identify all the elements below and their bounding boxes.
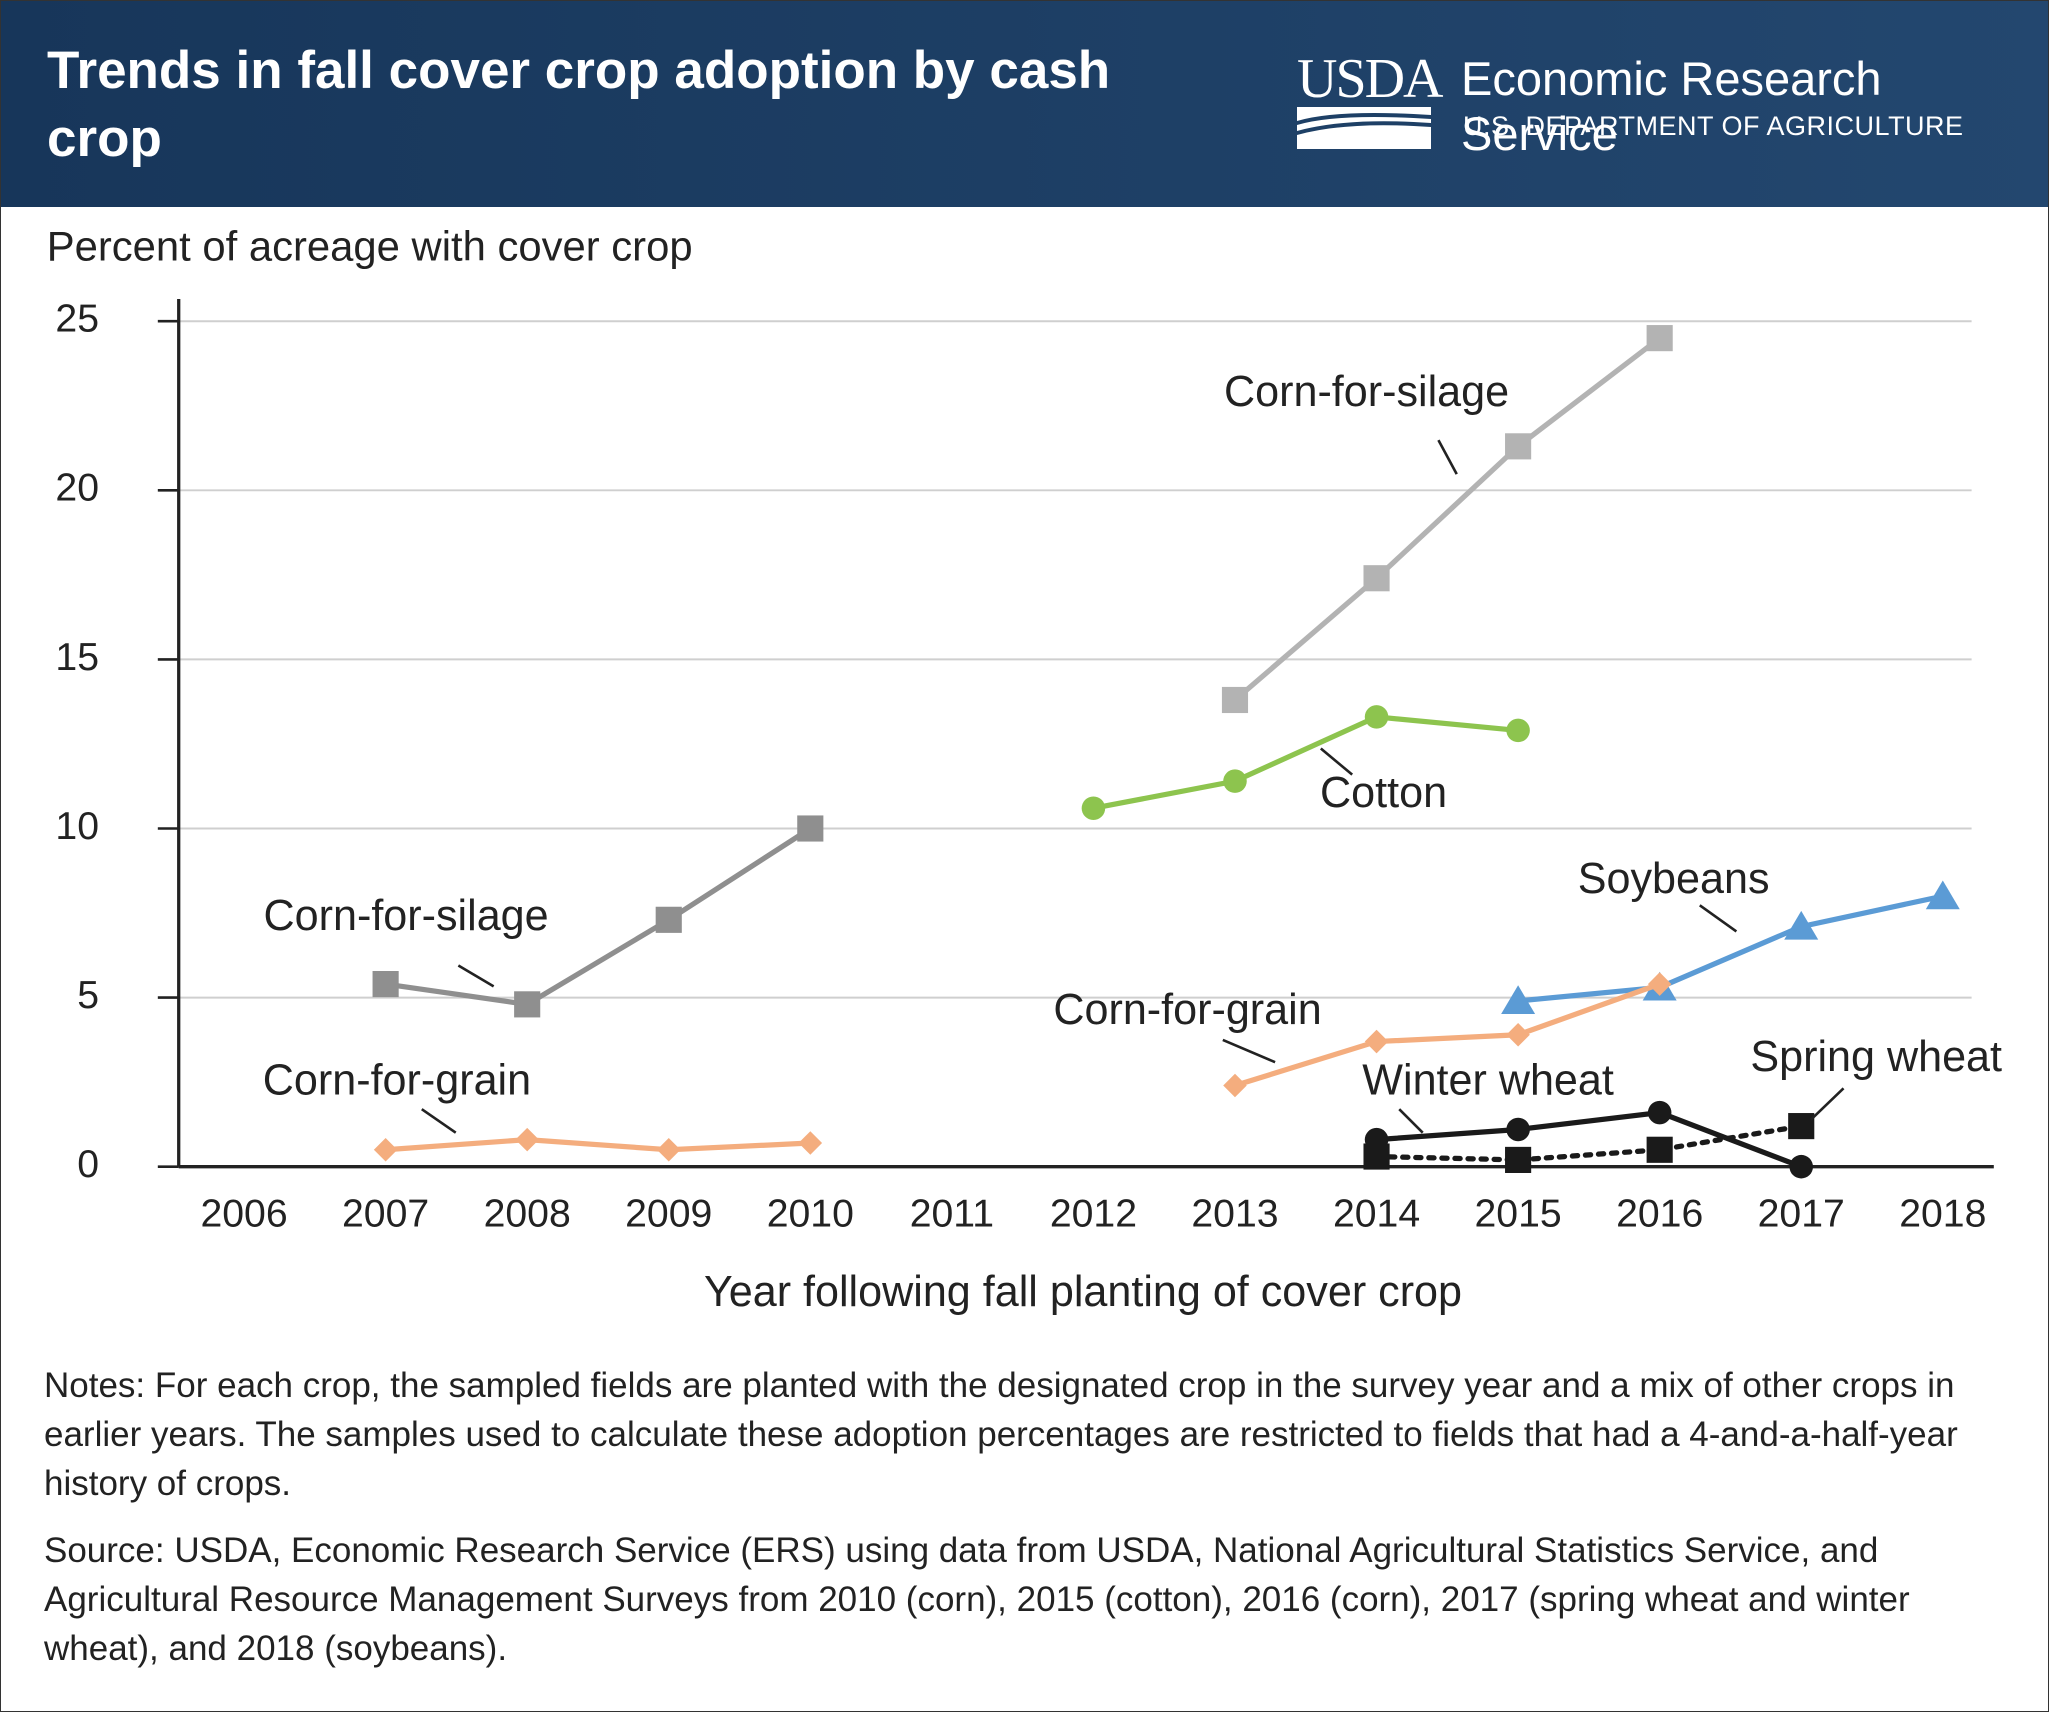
- marker: [1506, 718, 1530, 743]
- marker: [1646, 1136, 1673, 1163]
- x-tick-label: 2010: [767, 1193, 854, 1236]
- marker: [1364, 1029, 1389, 1054]
- marker: [1505, 1146, 1532, 1173]
- label-leader: [1222, 1038, 1276, 1064]
- series-line: [385, 826, 812, 1008]
- series-label: Corn-for-silage: [1224, 368, 1509, 416]
- marker: [1925, 880, 1960, 910]
- series-label: Corn-for-grain: [263, 1056, 531, 1104]
- x-tick-label: 2008: [484, 1193, 571, 1236]
- marker: [1223, 1073, 1247, 1098]
- x-tick-label: 2012: [1050, 1193, 1137, 1236]
- x-tick-label: 2016: [1616, 1193, 1703, 1236]
- logo-waves: [1297, 107, 1431, 149]
- marker: [1363, 565, 1390, 592]
- x-tick-label: 2011: [910, 1193, 994, 1236]
- marker: [1363, 1143, 1390, 1170]
- title: Trends in fall cover crop adoption by ca…: [47, 41, 1111, 168]
- marker: [1081, 796, 1106, 820]
- marker: [1506, 1023, 1530, 1047]
- logo: USDA: [1297, 48, 1443, 110]
- source: Source: USDA, Economic Research Service …: [44, 1531, 1910, 1668]
- marker: [1501, 985, 1536, 1015]
- y-axis-title: Percent of acreage with cover crop: [47, 222, 693, 269]
- marker: [1506, 1117, 1530, 1142]
- series-line: [1234, 981, 1661, 1089]
- marker: [373, 1138, 398, 1162]
- x-tick-label: 2015: [1475, 1193, 1562, 1236]
- series-label: Soybeans: [1578, 855, 1770, 903]
- marker: [1788, 1113, 1815, 1140]
- label-leader: [1398, 1108, 1424, 1134]
- series-line: [1517, 893, 1944, 1004]
- marker: [1364, 705, 1389, 729]
- marker: [1784, 910, 1819, 940]
- y-tick-label: 10: [55, 805, 99, 848]
- marker: [1223, 769, 1247, 793]
- marker: [1647, 1100, 1672, 1125]
- chart: Percent of acreage with cover crop Year …: [47, 222, 2002, 1316]
- series-label: Corn-for-grain: [1053, 986, 1321, 1034]
- series-line: [1092, 714, 1519, 811]
- x-tick-label: 2018: [1899, 1193, 1986, 1236]
- x-tick-label: 2013: [1191, 1193, 1278, 1236]
- marker: [514, 991, 541, 1018]
- department: U.S. DEPARTMENT OF AGRICULTURE: [1463, 111, 1964, 141]
- y-tick-label: 25: [55, 298, 99, 341]
- agency: Economic Research Service: [1461, 52, 1882, 160]
- x-tick-label: 2006: [200, 1193, 287, 1236]
- marker: [655, 906, 682, 933]
- marker: [515, 1127, 539, 1152]
- x-tick-label: 2017: [1758, 1193, 1845, 1236]
- marker: [372, 970, 399, 998]
- series-label: Cotton: [1320, 769, 1447, 817]
- marker: [798, 1131, 823, 1155]
- marker: [797, 815, 824, 842]
- marker: [1221, 686, 1249, 714]
- y-tick-label: 0: [77, 1143, 99, 1186]
- x-tick-label: 2007: [342, 1193, 429, 1236]
- label-leader: [1809, 1087, 1845, 1121]
- series-line: [1233, 336, 1662, 702]
- series-label: Winter wheat: [1362, 1056, 1614, 1104]
- marker: [1505, 433, 1532, 460]
- marker: [656, 1138, 681, 1162]
- label-leader: [421, 1108, 457, 1134]
- label-leader: [1437, 439, 1458, 475]
- series-label: Spring wheat: [1750, 1033, 2002, 1081]
- y-tick-label: 15: [55, 636, 99, 679]
- label-leader: [1319, 747, 1354, 776]
- series-line: [385, 1137, 811, 1153]
- marker: [1646, 325, 1673, 352]
- y-tick-label: 20: [55, 467, 99, 510]
- x-tick-label: 2009: [625, 1193, 712, 1236]
- notes: Notes: For each crop, the sampled fields…: [44, 1366, 1958, 1503]
- series-label: Corn-for-silage: [264, 892, 549, 940]
- label-leader: [457, 964, 495, 988]
- series-line: [1373, 1123, 1804, 1163]
- label-leader: [1699, 904, 1738, 933]
- y-tick-label: 5: [77, 974, 99, 1017]
- header: Trends in fall cover crop adoption by ca…: [1, 1, 2048, 207]
- marker: [1789, 1154, 1813, 1179]
- x-tick-label: 2014: [1333, 1193, 1420, 1236]
- x-axis-title: Year following fall planting of cover cr…: [704, 1268, 1462, 1316]
